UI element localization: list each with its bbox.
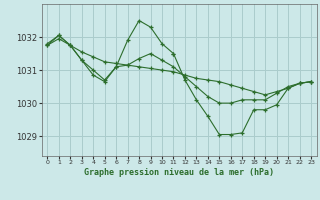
X-axis label: Graphe pression niveau de la mer (hPa): Graphe pression niveau de la mer (hPa) bbox=[84, 168, 274, 177]
